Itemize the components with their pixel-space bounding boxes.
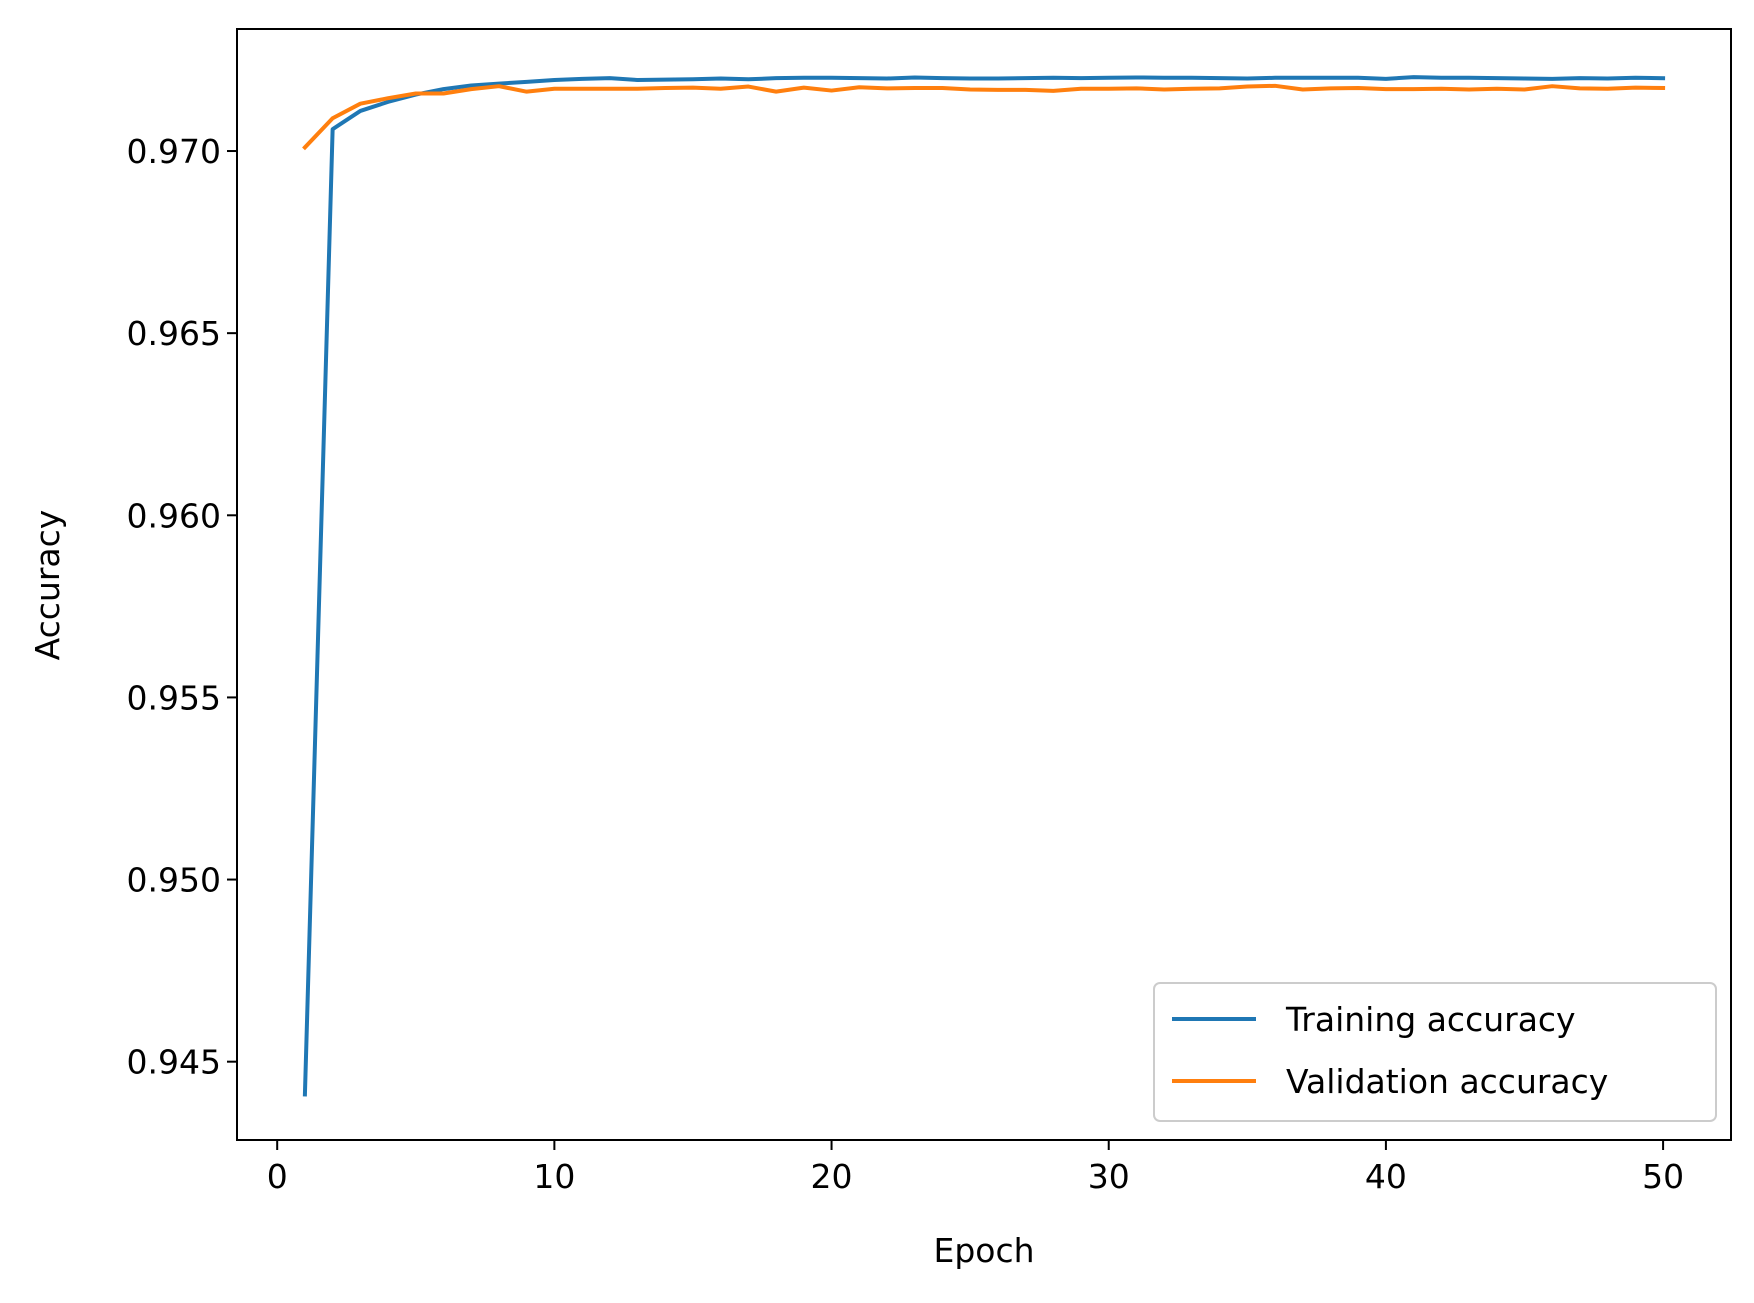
y-tick-label: 0.960: [127, 496, 221, 535]
y-tick-label: 0.965: [127, 314, 221, 353]
x-tick-label: 30: [1088, 1157, 1130, 1196]
y-tick-label: 0.945: [127, 1043, 221, 1082]
y-ticks: 0.945 0.950 0.955 0.960 0.965 0.970: [127, 132, 237, 1082]
series-line-1: [302, 83, 1666, 151]
x-tick-label: 50: [1642, 1157, 1684, 1196]
legend-box: [1153, 982, 1717, 1122]
legend-label-0: Training accuracy: [1285, 1000, 1576, 1039]
x-ticks: 0 10 20 30 40 50: [267, 1140, 1684, 1196]
y-tick-label: 0.970: [127, 132, 221, 171]
series-line-0: [302, 75, 1666, 1097]
legend-label-1: Validation accuracy: [1286, 1062, 1608, 1101]
y-axis-label: Accuracy: [28, 510, 67, 661]
plot-frame: [236, 28, 1732, 1141]
x-tick-label: 10: [533, 1157, 575, 1196]
series-layer: [302, 75, 1666, 1097]
x-tick-label: 40: [1365, 1157, 1407, 1196]
legend: Training accuracy Validation accuracy: [1153, 982, 1717, 1122]
y-tick-label: 0.955: [127, 678, 221, 717]
x-tick-label: 0: [267, 1157, 288, 1196]
x-tick-label: 20: [811, 1157, 853, 1196]
y-tick-label: 0.950: [127, 861, 221, 900]
x-axis-label: Epoch: [933, 1231, 1034, 1270]
